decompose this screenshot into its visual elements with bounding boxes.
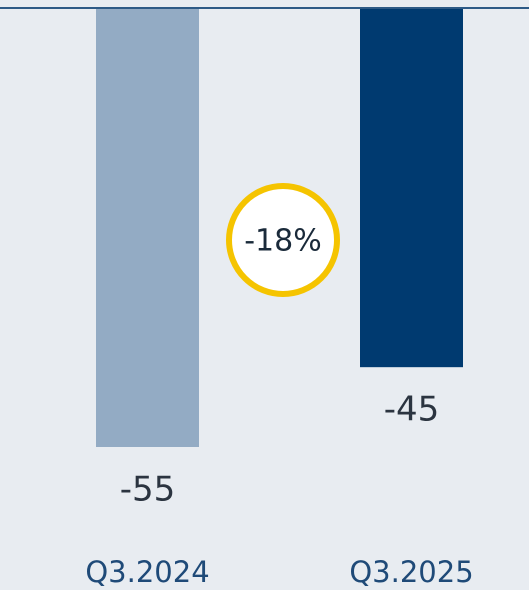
bar xyxy=(96,8,199,447)
value-label: -55 xyxy=(120,470,176,510)
x-tick-label: Q3.2024 xyxy=(85,555,209,589)
badge-label: -18% xyxy=(244,224,322,259)
badge xyxy=(226,183,340,297)
bar xyxy=(360,8,463,368)
x-tick-label: Q3.2025 xyxy=(349,555,473,589)
value-label: -45 xyxy=(384,390,440,430)
